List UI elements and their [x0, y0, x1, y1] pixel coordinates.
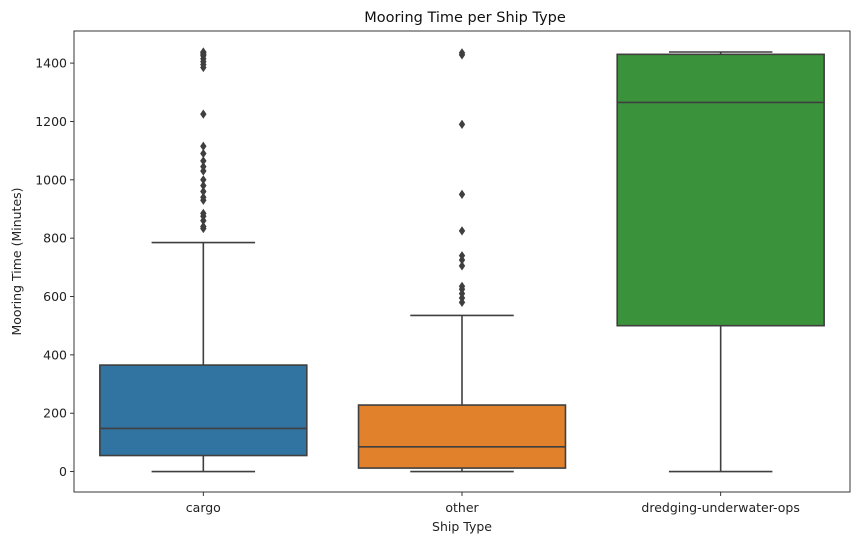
- iqr-box: [616, 53, 825, 327]
- outlier-point: [200, 47, 207, 57]
- y-tick-label: 1400: [35, 56, 67, 71]
- boxes-group: [99, 47, 825, 473]
- outlier-point: [458, 48, 466, 58]
- outlier-point: [200, 156, 207, 166]
- outlier-point: [200, 175, 207, 185]
- y-tick-label: 1200: [35, 114, 67, 129]
- outlier-point: [200, 208, 207, 218]
- iqr-box: [99, 364, 308, 457]
- outlier-point: [200, 221, 207, 232]
- outlier-point: [200, 109, 207, 119]
- x-tick-label: cargo: [186, 500, 221, 515]
- iqr-box: [357, 404, 567, 469]
- x-axis: cargo other dredging-underwater-ops: [186, 492, 800, 515]
- box-cargo: [99, 47, 308, 473]
- chart-title: Mooring Time per Ship Type: [364, 10, 566, 26]
- outlier-point: [200, 181, 207, 191]
- outlier-point: [200, 162, 207, 172]
- outlier-point: [458, 281, 466, 291]
- y-tick-label: 400: [43, 347, 67, 362]
- outlier-point: [458, 251, 466, 261]
- y-tick-label: 0: [59, 464, 67, 479]
- x-axis-title: Ship Type: [432, 519, 492, 534]
- outlier-point: [458, 119, 466, 129]
- outlier-point: [200, 148, 207, 159]
- x-tick-label: dredging-underwater-ops: [641, 500, 799, 515]
- outlier-point: [200, 192, 207, 202]
- y-tick-label: 600: [43, 289, 67, 304]
- outlier-point: [458, 189, 466, 199]
- y-axis-title: Mooring Time (Minutes): [9, 187, 24, 335]
- outlier-point: [458, 226, 466, 236]
- x-tick-label: other: [445, 500, 479, 515]
- outlier-point: [200, 186, 207, 197]
- box-other: [357, 48, 567, 473]
- y-tick-label: 800: [43, 231, 67, 246]
- y-tick-label: 1000: [35, 172, 67, 187]
- y-tick-label: 200: [43, 406, 67, 421]
- y-axis: 0 200 400 600 800 1000 1200 1400: [35, 56, 74, 479]
- outlier-point: [458, 261, 466, 271]
- box-dredging-underwater-ops: [616, 51, 825, 473]
- outlier-point: [200, 141, 207, 151]
